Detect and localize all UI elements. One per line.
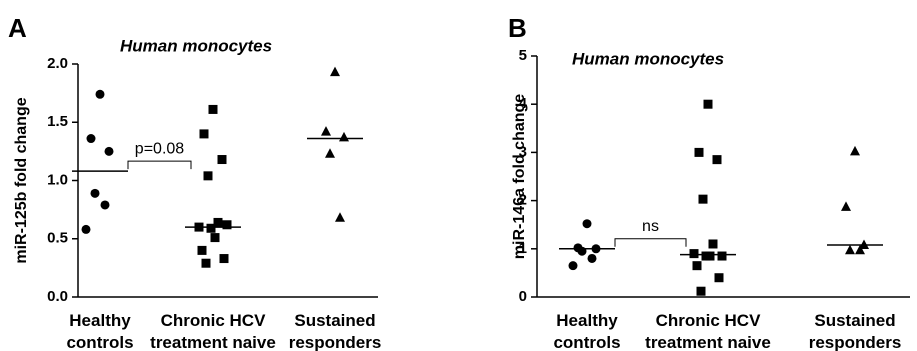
data-point xyxy=(213,217,223,227)
y-tick-label: 1.0 xyxy=(47,171,68,188)
x-tick-label: Chronic HCV treatment naive xyxy=(150,311,276,351)
data-point xyxy=(855,244,865,255)
data-point xyxy=(696,286,706,296)
data-point xyxy=(705,251,715,261)
y-tick-label: 1 xyxy=(519,240,527,257)
y-tick-label: 3 xyxy=(519,143,527,160)
data-point xyxy=(694,147,704,157)
y-tick-label: 0.5 xyxy=(47,230,68,247)
data-point xyxy=(217,155,227,165)
x-tick-label: Healthy controls xyxy=(553,311,620,351)
y-tick-label: 1.5 xyxy=(47,113,68,130)
y-axis-label: miR-125b fold change xyxy=(13,97,30,263)
x-tick-label: Sustained responders xyxy=(809,311,902,351)
y-tick-label: 2 xyxy=(519,192,527,209)
data-point xyxy=(90,188,100,198)
data-point xyxy=(714,273,724,283)
data-point xyxy=(717,251,727,261)
data-point xyxy=(81,224,91,234)
data-point xyxy=(845,244,855,255)
data-point xyxy=(219,254,229,264)
data-point xyxy=(335,212,345,222)
data-point xyxy=(689,249,699,259)
panel-label: A xyxy=(8,13,27,43)
data-point xyxy=(692,261,702,271)
y-tick-label: 0.0 xyxy=(47,288,68,305)
data-point xyxy=(587,253,597,263)
data-point xyxy=(582,219,592,229)
data-point xyxy=(206,223,216,233)
data-point xyxy=(100,200,110,210)
data-point xyxy=(703,99,713,109)
data-point xyxy=(210,233,220,243)
y-axis-label: miR-146a fold change xyxy=(511,94,528,259)
data-point xyxy=(841,201,851,211)
annotation: ns xyxy=(642,218,659,235)
data-point xyxy=(698,194,708,204)
significance-bracket xyxy=(614,238,687,247)
x-tick-label: Chronic HCV treatment naive xyxy=(645,311,771,351)
y-tick-label: 4 xyxy=(519,95,528,112)
data-point xyxy=(86,134,96,144)
data-point xyxy=(203,171,213,181)
data-point xyxy=(201,258,211,268)
chart-title: Human monocytes xyxy=(572,49,724,68)
data-point xyxy=(208,104,218,114)
data-point xyxy=(708,239,718,249)
data-point xyxy=(339,131,349,142)
data-point xyxy=(197,245,207,255)
data-point xyxy=(222,220,232,230)
data-point xyxy=(568,261,578,271)
x-tick-label: Healthy controls xyxy=(66,311,133,351)
data-point xyxy=(850,145,860,156)
data-point xyxy=(330,66,340,77)
panel-label: B xyxy=(508,13,527,43)
y-tick-label: 0 xyxy=(519,288,527,305)
y-tick-label: 5 xyxy=(519,47,527,64)
data-point xyxy=(325,148,335,158)
data-point xyxy=(321,126,331,136)
data-point xyxy=(95,89,105,99)
chart-title: Human monocytes xyxy=(120,36,272,55)
significance-bracket xyxy=(127,160,192,170)
y-tick-label: 2.0 xyxy=(47,55,68,72)
data-point xyxy=(712,155,722,165)
data-point xyxy=(104,146,114,156)
annotation: p=0.08 xyxy=(135,140,184,157)
data-point xyxy=(199,129,209,139)
x-tick-label: Sustained responders xyxy=(289,311,382,351)
